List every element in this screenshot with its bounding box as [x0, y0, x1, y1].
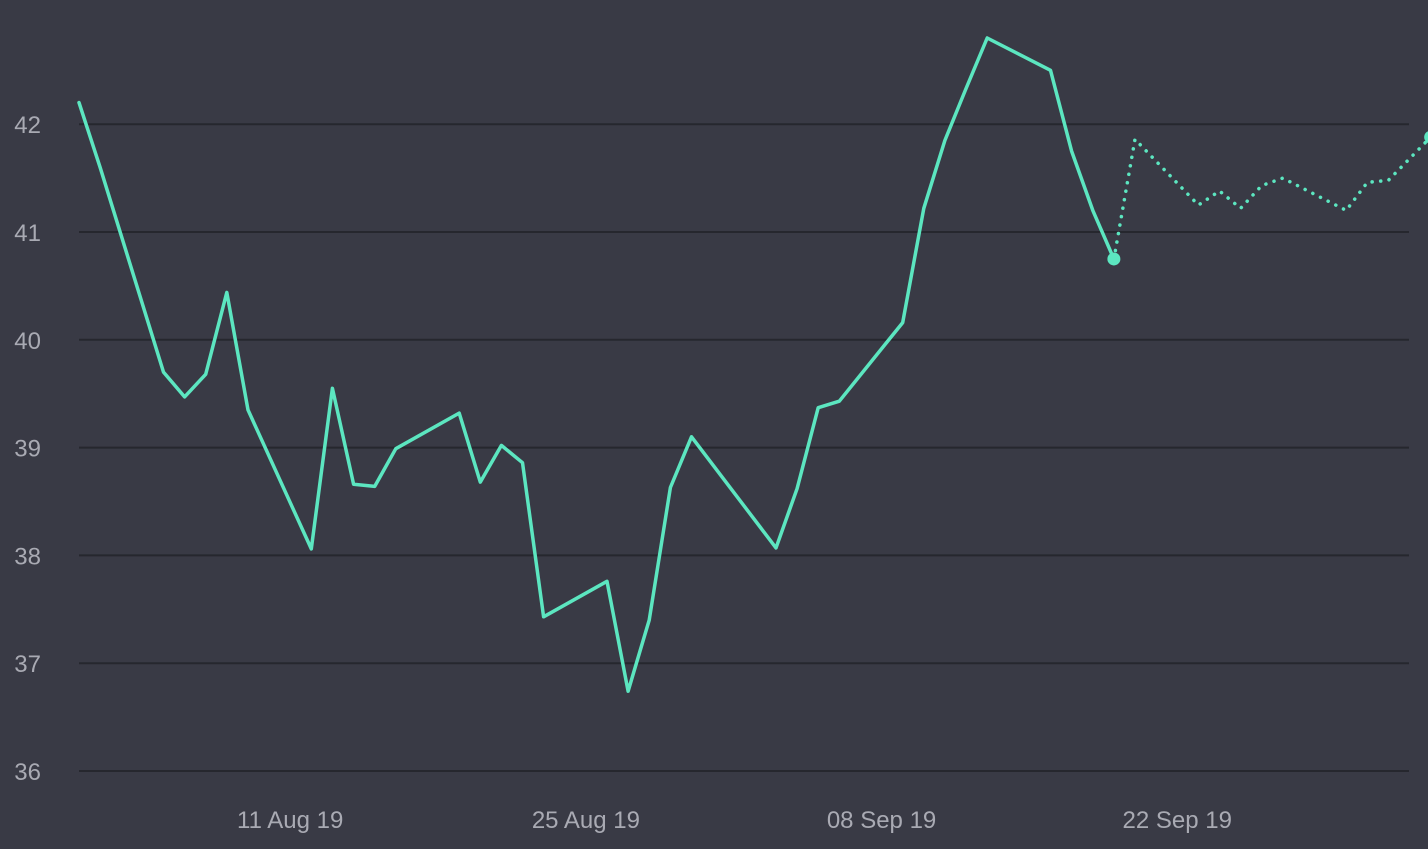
- y-tick-label: 40: [14, 328, 41, 355]
- x-tick-label: 11 Aug 19: [237, 807, 343, 834]
- x-axis-ticks: 11 Aug 19 25 Aug 19 08 Sep 19 22 Sep 19: [237, 807, 1232, 834]
- y-axis-ticks: 36 37 38 39 40 41 42: [14, 112, 41, 786]
- x-tick-label: 22 Sep 19: [1123, 807, 1232, 834]
- grid-lines: [79, 123, 1409, 772]
- price-line: [77, 36, 1116, 693]
- forecast-line: [1112, 137, 1428, 261]
- data-point-marker: [1107, 252, 1121, 266]
- y-tick-label: 37: [14, 651, 41, 678]
- y-tick-label: 39: [14, 436, 41, 463]
- data-point-marker: [1424, 131, 1428, 144]
- series-lines: [77, 36, 1428, 693]
- y-tick-label: 42: [14, 112, 41, 139]
- y-tick-label: 36: [14, 759, 41, 786]
- endpoint-markers: [1107, 131, 1428, 266]
- x-tick-label: 08 Sep 19: [827, 807, 936, 834]
- y-tick-label: 41: [14, 220, 41, 247]
- y-tick-label: 38: [14, 543, 41, 570]
- x-tick-label: 25 Aug 19: [532, 807, 640, 834]
